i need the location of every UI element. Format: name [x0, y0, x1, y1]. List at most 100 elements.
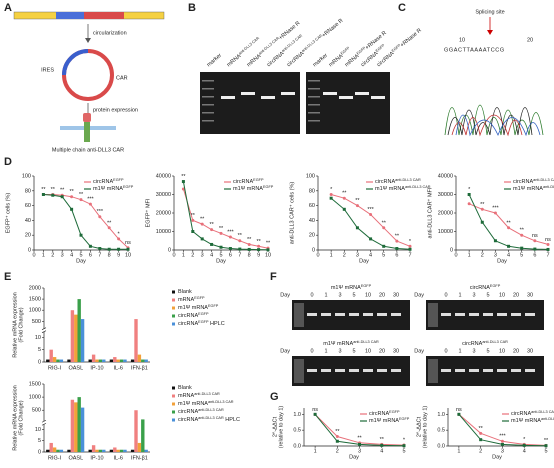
x-tick-label: 6: [89, 252, 92, 258]
legend-label-base: circRNA: [178, 313, 198, 319]
legend-label-base: circRNA: [178, 409, 198, 415]
gel-band: [483, 369, 493, 372]
x-tick-label: 4: [369, 252, 372, 258]
rna-band: [323, 92, 337, 95]
series-line: [43, 194, 128, 250]
significance: **: [41, 187, 46, 193]
legend-label-sup: anti-DLL3 CAR: [395, 178, 421, 182]
significance: ***: [367, 207, 374, 213]
point: [257, 248, 261, 252]
x-tick-label: 2: [51, 252, 54, 258]
gel-title: circRNAanti-DLL3 CAR: [462, 340, 508, 347]
legend-label: m1Ψ mRNAEGFP: [93, 185, 134, 192]
significance: *: [118, 231, 121, 237]
axis-break: [41, 327, 47, 333]
point: [247, 247, 251, 251]
x-tick-label: 1: [314, 448, 317, 454]
bar: [109, 359, 114, 362]
rna-band: [241, 92, 255, 95]
lane-day: 0: [310, 292, 313, 298]
lane-day: 10: [499, 292, 505, 298]
legend-label-base: Blank: [178, 385, 192, 391]
y-tick-label: 30000: [438, 192, 453, 198]
point: [493, 239, 497, 243]
bar: [74, 314, 78, 362]
bar: [130, 359, 135, 362]
lane-day: 0: [444, 292, 447, 298]
x-tick-label: 2: [479, 448, 482, 454]
chromatogram: [444, 17, 544, 137]
lane-day: 5: [486, 348, 489, 354]
significance: **: [266, 241, 271, 247]
point: [395, 239, 399, 243]
lane-day: 10: [365, 348, 371, 354]
gel-band: [441, 369, 451, 372]
lane-day: 30: [527, 292, 533, 298]
legend-label-base: mRNA: [178, 393, 195, 399]
y-tick-label: 10000: [438, 229, 453, 235]
legend-label-sup: EGFP: [198, 320, 209, 324]
significance: *: [330, 187, 333, 193]
legend-label-base: Blank: [178, 289, 192, 295]
lane-label: marker: [206, 53, 223, 69]
y-tick-label: 0.5: [293, 428, 301, 434]
point: [181, 180, 185, 184]
x-tick-label: 3: [494, 252, 497, 258]
bar: [52, 357, 57, 362]
x-axis-label: Day: [497, 258, 507, 264]
x-tick-label: IFN-β1: [131, 455, 148, 461]
legend-label-base: m1Ψ mRNA: [513, 186, 543, 192]
bar: [141, 419, 145, 452]
legend-swatch: [172, 290, 175, 294]
lane-day: 5: [352, 348, 355, 354]
x-tick-label: 3: [501, 448, 504, 454]
marker-band: [308, 104, 320, 106]
bar: [77, 397, 81, 452]
x-tick-label: 1: [468, 252, 471, 258]
point: [117, 247, 121, 251]
legend-label-base: circRNA: [375, 179, 395, 185]
point: [88, 244, 92, 248]
y-tick-label: 0.0: [293, 443, 301, 449]
x-tick-label: 7: [238, 252, 241, 258]
gel-title: m1Ψ mRNAanti-DLL3 CAR: [323, 340, 379, 347]
gel-title-sup: EGFP: [361, 284, 372, 288]
x-tick-label: 10: [265, 252, 271, 258]
significance: **: [520, 228, 525, 234]
x-tick-label: 3: [61, 252, 64, 258]
legend-label-sup: EGFP: [208, 304, 219, 308]
step-label: circularization: [93, 30, 127, 36]
marker-band: [308, 80, 320, 82]
x-tick-label: 1: [182, 252, 185, 258]
bar: [98, 359, 103, 362]
y-tick-label: 2000: [29, 285, 41, 291]
x-tick-label: 3: [201, 252, 204, 258]
legend-label-sup: EGFP: [198, 312, 209, 316]
bar: [116, 449, 120, 452]
day-label: Day: [280, 348, 290, 354]
x-tick-label: 5: [79, 252, 82, 258]
x-tick-label: 1: [457, 448, 460, 454]
marker-lane: [294, 359, 304, 383]
significance: **: [342, 191, 347, 197]
y-tick-label: 60: [309, 203, 315, 209]
gel-band: [511, 369, 521, 372]
point: [408, 244, 412, 248]
bar: [144, 449, 148, 452]
lane-label-sup: anti-DLL3 CAR: [258, 36, 280, 56]
significance: **: [335, 429, 340, 435]
gel-band: [349, 313, 359, 316]
point: [126, 247, 130, 251]
x-tick-label: 0: [172, 252, 175, 258]
lane-label-base: marker: [312, 53, 329, 69]
legend-label-suffix: HPLC: [224, 417, 240, 423]
legend-label-base: circRNA: [511, 411, 531, 417]
rna-band: [355, 92, 369, 95]
x-tick-label: 10: [125, 252, 131, 258]
significance: **: [209, 222, 214, 228]
gel-band: [497, 369, 507, 372]
ring-label: IRES: [41, 67, 54, 73]
point: [533, 247, 537, 251]
y-axis-label: (Fold Change): [18, 400, 24, 435]
legend-label-sup: EGFP: [113, 178, 124, 182]
